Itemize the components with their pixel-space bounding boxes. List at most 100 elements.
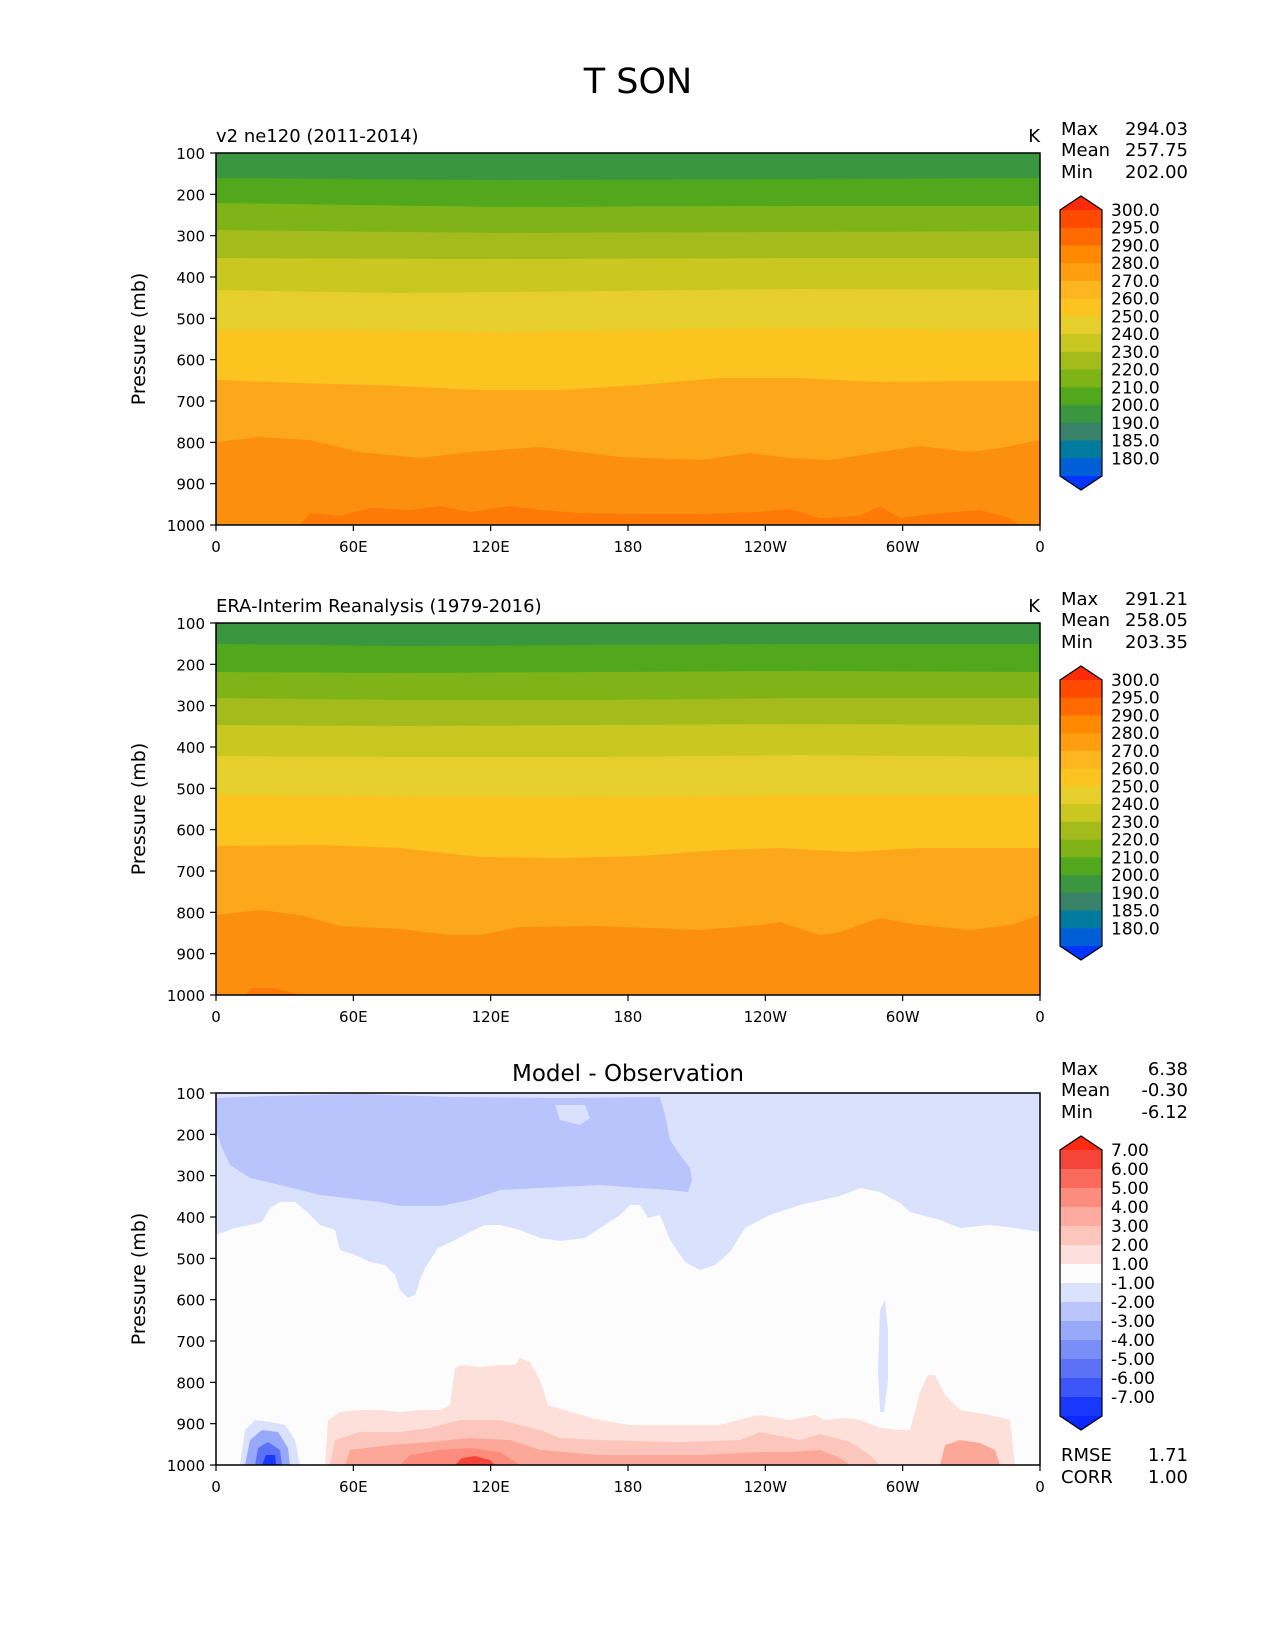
model-stat-max-label: Max [1061, 119, 1099, 140]
colorbar-swatch [1060, 245, 1102, 264]
colorbar-tick-label: 240.0 [1111, 325, 1160, 345]
diff-y-ticks: 100 200 300 400 500 600 700 800 900 1000 [167, 1085, 216, 1475]
y-tick-label: 200 [176, 186, 205, 204]
colorbar-swatch [1060, 697, 1102, 716]
y-tick-label: 900 [176, 476, 205, 494]
x-tick-label: 60E [339, 1008, 368, 1026]
y-tick-label: 300 [176, 228, 205, 246]
y-tick-label: 400 [176, 1209, 205, 1227]
colorbar-tick-label: 230.0 [1111, 343, 1160, 363]
x-tick-label: 60W [886, 1478, 920, 1496]
colorbar-tick-label: 220.0 [1111, 361, 1160, 381]
colorbar-tick-label: 185.0 [1111, 432, 1160, 452]
colorbar-tick-label: 250.0 [1111, 307, 1160, 327]
diff-stat-min-label: Min [1061, 1102, 1093, 1123]
colorbar-tick-label: 300.0 [1111, 671, 1160, 691]
colorbar-tick-label: 6.00 [1111, 1160, 1149, 1180]
colorbar-tick-label: 5.00 [1111, 1179, 1149, 1199]
y-tick-label: 500 [176, 310, 205, 328]
colorbar-tick-label: 200.0 [1111, 396, 1160, 416]
y-tick-label: 600 [176, 352, 205, 370]
colorbar-tick-label: -1.00 [1111, 1274, 1155, 1294]
colorbar-swatch [1060, 334, 1102, 353]
y-tick-label: 800 [176, 1374, 205, 1392]
colorbar-tick-label: 290.0 [1111, 236, 1160, 256]
colorbar-swatch [1060, 405, 1102, 424]
colorbar-outline [1059, 195, 1103, 491]
diff-panel-title: Model - Observation [512, 1061, 744, 1087]
colorbar-swatch [1060, 422, 1102, 442]
colorbar-swatch [1060, 1283, 1102, 1303]
colorbar-swatch [1060, 1397, 1102, 1417]
colorbar-extend-min [1060, 946, 1102, 960]
colorbar-swatch [1060, 786, 1102, 805]
colorbar-swatch [1060, 1207, 1102, 1227]
obs-field [216, 623, 1040, 995]
obs-stat-min-label: Min [1061, 632, 1093, 653]
colorbar-tick-label: -2.00 [1111, 1293, 1155, 1313]
x-tick-label: 120E [472, 1478, 510, 1496]
colorbar-swatch [1060, 1340, 1102, 1360]
diff-stat-min-value: -6.12 [1141, 1102, 1188, 1123]
model-panel-title: v2 ne120 (2011-2014) [216, 126, 419, 147]
colorbar-swatch [1060, 1321, 1102, 1341]
y-tick-label: 100 [176, 145, 205, 163]
y-tick-label: 1000 [167, 1457, 205, 1475]
x-tick-label: 180 [614, 538, 643, 556]
obs-stat-max-label: Max [1061, 589, 1099, 610]
colorbar-tick-label: 240.0 [1111, 795, 1160, 815]
y-tick-label: 200 [176, 656, 205, 674]
colorbar-tick-label: 280.0 [1111, 254, 1160, 274]
x-tick-label: 120E [472, 538, 510, 556]
diff-metric-corr-value: 1.00 [1148, 1467, 1188, 1488]
colorbar-tick-label: 2.00 [1111, 1236, 1149, 1256]
y-tick-label: 700 [176, 1333, 205, 1351]
colorbar-tick-label: 180.0 [1111, 449, 1160, 469]
colorbar-tick-label: 250.0 [1111, 777, 1160, 797]
colorbar-tick-label: 4.00 [1111, 1198, 1149, 1218]
diff-metric-corr-label: CORR [1061, 1467, 1113, 1488]
x-tick-label: 0 [1035, 1478, 1045, 1496]
y-tick-label: 600 [176, 1292, 205, 1310]
colorbar-tick-label: 190.0 [1111, 414, 1160, 434]
model-stats: Max 294.03 Mean 257.75 Min 202.00 [1061, 119, 1188, 183]
obs-stat-min-value: 203.35 [1125, 632, 1188, 653]
colorbar-swatch [1060, 1264, 1102, 1284]
y-tick-label: 500 [176, 1250, 205, 1268]
colorbar-swatch [1060, 210, 1102, 229]
colorbar-tick-label: 7.00 [1111, 1141, 1149, 1161]
colorbar-tick-label: 210.0 [1111, 848, 1160, 868]
colorbar-swatch [1060, 1188, 1102, 1208]
y-tick-label: 400 [176, 739, 205, 757]
y-tick-label: 600 [176, 822, 205, 840]
colorbar-swatch [1060, 875, 1102, 894]
colorbar-tick-label: 200.0 [1111, 866, 1160, 886]
colorbar-extend-max [1060, 196, 1102, 210]
y-tick-label: 700 [176, 863, 205, 881]
y-tick-label: 900 [176, 1416, 205, 1434]
colorbar-tick-label: -3.00 [1111, 1312, 1155, 1332]
colorbar-extend-max [1060, 1136, 1102, 1150]
y-tick-label: 900 [176, 946, 205, 964]
y-tick-label: 200 [176, 1126, 205, 1144]
y-tick-label: 700 [176, 393, 205, 411]
model-field [216, 153, 1040, 525]
x-tick-label: 60W [886, 1008, 920, 1026]
diff-x-ticks: 0 60E 120E 180 120W 60W 0 [211, 1465, 1045, 1496]
colorbar-outline [1059, 1135, 1103, 1431]
x-tick-label: 0 [211, 1478, 221, 1496]
obs-stat-mean-value: 258.05 [1125, 610, 1188, 631]
model-stat-min-label: Min [1061, 162, 1093, 183]
y-tick-label: 800 [176, 434, 205, 452]
colorbar-extend-min [1060, 476, 1102, 490]
y-tick-label: 1000 [167, 987, 205, 1005]
y-tick-label: 1000 [167, 517, 205, 535]
model-stat-mean-value: 257.75 [1125, 140, 1188, 161]
diff-field [216, 1093, 1040, 1465]
diff-y-axis-label: Pressure (mb) [128, 1213, 150, 1346]
model-stat-mean-label: Mean [1061, 140, 1110, 161]
x-tick-label: 0 [1035, 1008, 1045, 1026]
diff-region-cool-spike [878, 1300, 888, 1412]
x-tick-label: 120W [744, 538, 788, 556]
colorbar-swatch [1060, 1245, 1102, 1265]
